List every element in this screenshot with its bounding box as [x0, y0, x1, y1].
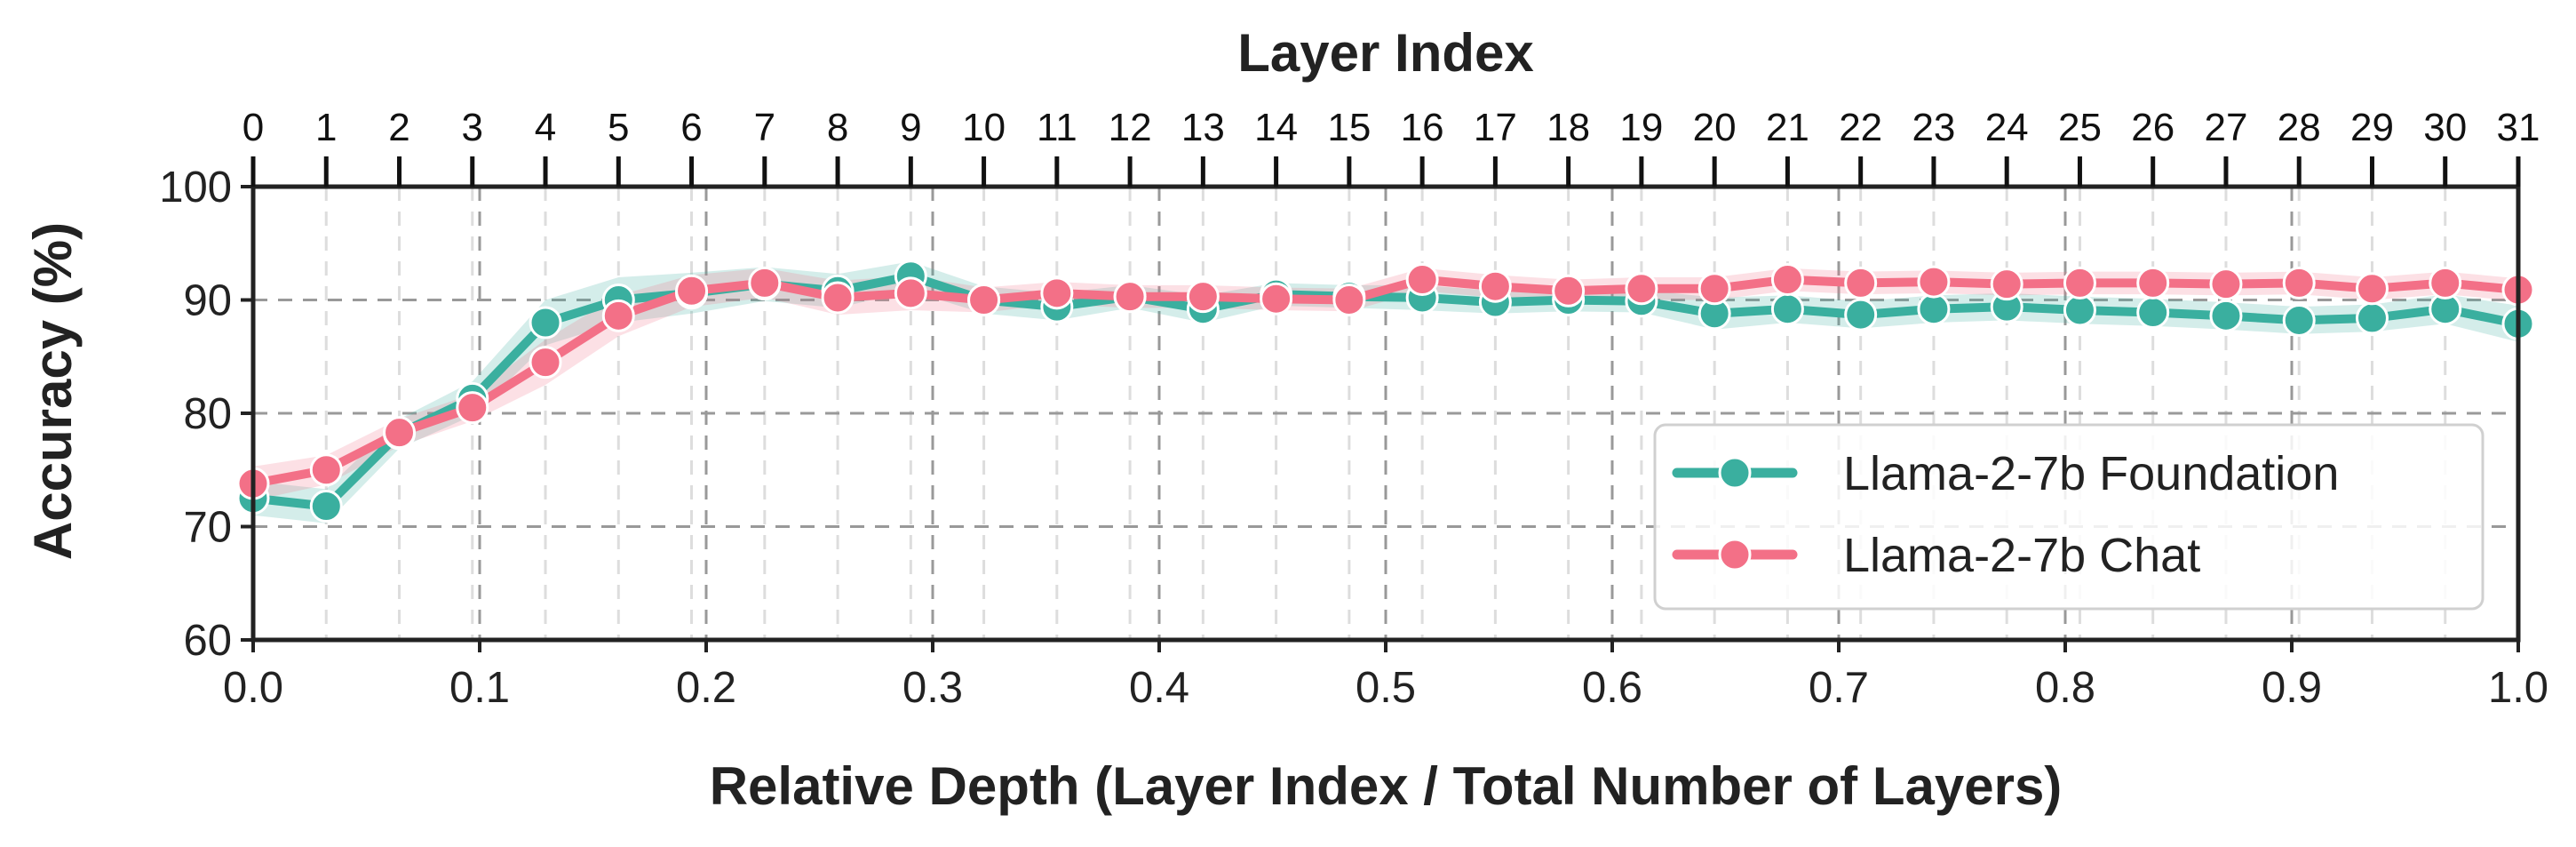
series-0-point [2063, 293, 2096, 327]
series-1-point [2063, 266, 2096, 300]
legend-chat-marker [1718, 538, 1752, 571]
x-tick-label: 0.6 [1582, 664, 1642, 712]
top-tick-label: 7 [754, 106, 775, 149]
x-tick-label: 0.1 [449, 664, 510, 712]
legend-box [1653, 423, 2485, 611]
series-1-point [2136, 266, 2170, 300]
top-tick-label: 17 [1474, 106, 1517, 149]
series-1-point [1770, 263, 1804, 297]
series-1-point [1040, 276, 1074, 310]
top-tick-label: 18 [1546, 106, 1590, 149]
top-tick-label: 22 [1839, 106, 1882, 149]
y-tick-label: 70 [183, 504, 232, 552]
series-1-point [529, 346, 562, 380]
top-tick-label: 21 [1766, 106, 1809, 149]
x-tick-label: 0.4 [1129, 664, 1189, 712]
y-tick-label: 60 [183, 617, 232, 665]
top-tick-label: 19 [1619, 106, 1663, 149]
series-0-point [2136, 296, 2170, 330]
series-0-point [1770, 292, 1804, 326]
top-tick-label: 24 [1985, 106, 2029, 149]
series-0-point [1917, 292, 1951, 326]
series-1-point [748, 266, 782, 300]
series-1-point [2209, 268, 2243, 301]
y-tick-label: 90 [183, 277, 232, 325]
top-tick-label: 20 [1693, 106, 1737, 149]
series-1-point [2355, 272, 2389, 306]
x-tick-label: 1.0 [2488, 664, 2548, 712]
legend-chat-label: Llama-2-7b Chat [1843, 529, 2200, 582]
series-1-point [601, 299, 635, 332]
series-1-point [309, 453, 343, 487]
series-1-point [1478, 269, 1512, 303]
x-tick-label: 0.5 [1356, 664, 1416, 712]
series-1-point [1113, 280, 1147, 314]
top-tick-label: 27 [2204, 106, 2247, 149]
top-tick-label: 23 [1912, 106, 1955, 149]
series-0-point [309, 490, 343, 523]
series-1-point [1405, 263, 1439, 297]
y-tick-label: 100 [159, 164, 232, 212]
series-1-point [1625, 272, 1658, 306]
top-tick-label: 26 [2131, 106, 2174, 149]
series-0-point [529, 306, 562, 340]
series-0-point [2209, 299, 2243, 332]
top-tick-label: 11 [1037, 106, 1077, 149]
top-tick-label: 14 [1254, 106, 1298, 149]
top-tick-label: 6 [680, 106, 702, 149]
top-tick-label: 30 [2423, 106, 2467, 149]
series-0-point [1844, 298, 1878, 332]
top-tick-label: 4 [535, 106, 556, 149]
top-tick-label: 1 [315, 106, 337, 149]
top-tick-label: 16 [1401, 106, 1444, 149]
series-1-point [383, 416, 417, 450]
x-axis-title: Relative Depth (Layer Index / Total Numb… [710, 756, 2063, 816]
x-tick-label: 0.3 [902, 664, 963, 712]
legend-foundation-marker [1718, 456, 1752, 490]
top-tick-label: 9 [900, 106, 921, 149]
series-1-point [1917, 265, 1951, 299]
top-tick-label: 12 [1109, 106, 1152, 149]
top-tick-label: 10 [962, 106, 1006, 149]
series-1-point [1990, 268, 2023, 301]
top-tick-label: 13 [1181, 106, 1225, 149]
series-1-point [894, 276, 927, 310]
top-tick-label: 5 [608, 106, 629, 149]
series-0-point [2355, 301, 2389, 335]
series-1-point [1260, 282, 1293, 316]
x-tick-label: 0.0 [223, 664, 283, 712]
series-1-point [1697, 272, 1731, 306]
top-tick-label: 15 [1327, 106, 1371, 149]
series-1-point [1552, 274, 1586, 308]
top-axis-title: Layer Index [1237, 23, 1534, 83]
x-tick-label: 0.7 [1809, 664, 1869, 712]
top-tick-label: 8 [827, 106, 848, 149]
series-1-point [675, 274, 709, 308]
top-tick-label: 28 [2278, 106, 2321, 149]
series-1-point [2282, 266, 2316, 300]
series-1-point [821, 281, 855, 315]
y-axis-title: Accuracy (%) [23, 222, 83, 560]
series-1-point [1186, 280, 1220, 314]
series-1-point [1332, 284, 1366, 316]
series-1-point [967, 284, 1001, 316]
series-1-point [2429, 266, 2462, 300]
series-0-point [2282, 303, 2316, 337]
legend-foundation-label: Llama-2-7b Foundation [1843, 447, 2339, 500]
top-tick-label: 31 [2497, 106, 2540, 149]
series-1-point [1844, 266, 1878, 300]
top-tick-label: 25 [2058, 106, 2102, 149]
series-1-point [456, 391, 489, 425]
top-tick-label: 0 [242, 106, 264, 149]
y-tick-label: 80 [183, 390, 232, 438]
x-tick-label: 0.8 [2035, 664, 2095, 712]
top-tick-label: 2 [388, 106, 409, 149]
top-tick-label: 29 [2350, 106, 2394, 149]
top-tick-label: 3 [462, 106, 483, 149]
x-tick-label: 0.2 [676, 664, 736, 712]
x-tick-label: 0.9 [2262, 664, 2322, 712]
